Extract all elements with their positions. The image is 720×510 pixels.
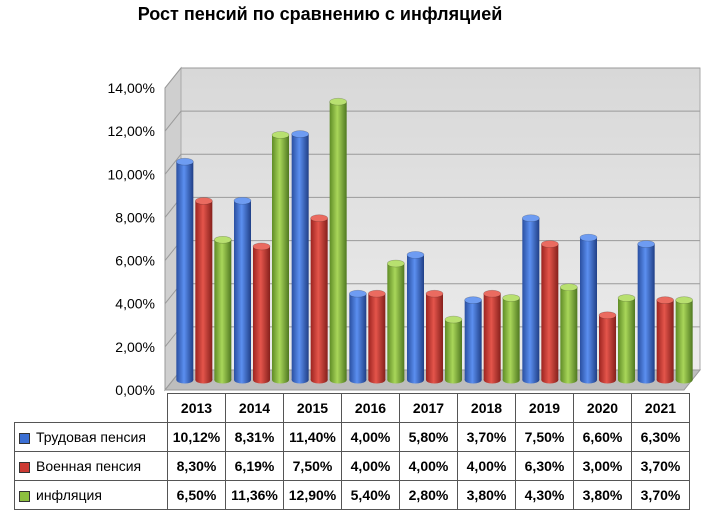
data-label: 4,00% — [341, 422, 400, 452]
data-label: 6,60% — [573, 422, 632, 452]
bar — [541, 240, 559, 384]
table-corner — [14, 393, 168, 423]
y-tick-label: 14,00% — [108, 80, 155, 96]
x-tick-label: 2019 — [515, 393, 574, 423]
y-tick-label: 2,00% — [115, 339, 155, 355]
gridline — [164, 153, 700, 175]
gridline — [164, 67, 700, 89]
series-name: Военная пенсия — [36, 458, 142, 474]
gridline — [164, 110, 700, 132]
data-label: 11,40% — [283, 422, 342, 452]
data-label: 6,19% — [225, 451, 284, 481]
table-row: инфляция 6,50% 11,36% 12,90% 5,40% 2,80% 3,80%… — [14, 480, 690, 510]
series-name: Трудовая пенсия — [36, 429, 146, 445]
data-label: 6,30% — [631, 422, 690, 452]
data-label: 7,50% — [283, 451, 342, 481]
bar — [522, 214, 540, 384]
bar — [598, 311, 617, 384]
data-label: 8,31% — [225, 422, 284, 452]
data-label: 4,00% — [457, 451, 516, 481]
bars — [176, 97, 693, 384]
bar — [368, 289, 386, 384]
bar — [214, 235, 232, 384]
data-label: 6,50% — [167, 480, 226, 510]
x-tick-label: 2018 — [457, 393, 516, 423]
bar — [617, 294, 636, 384]
data-label: 3,70% — [457, 422, 516, 452]
bar — [675, 296, 693, 384]
x-tick-label: 2016 — [341, 393, 400, 423]
bar — [387, 259, 405, 384]
data-label: 3,70% — [631, 451, 690, 481]
data-label: 7,50% — [515, 422, 574, 452]
bar — [233, 196, 252, 384]
chart-title: Рост пенсий по сравнению с инфляцией — [137, 4, 503, 24]
bar — [291, 130, 309, 384]
x-tick-label: 2017 — [399, 393, 458, 423]
x-tick-label: 2021 — [631, 393, 690, 423]
legend-swatch — [19, 490, 30, 502]
bar — [483, 289, 501, 384]
y-tick-label: 10,00% — [108, 166, 155, 182]
y-tick-label: 6,00% — [115, 253, 155, 269]
bar — [464, 296, 482, 384]
legend-swatch — [19, 461, 30, 473]
legend-swatch — [19, 432, 30, 444]
data-label: 6,30% — [515, 451, 574, 481]
data-label: 4,00% — [341, 451, 400, 481]
data-table: 2013 2014 2015 2016 2017 2018 2019 2020 2021 Тру… — [14, 393, 690, 510]
bar — [349, 289, 367, 384]
bar — [310, 214, 328, 384]
bar — [656, 296, 674, 384]
data-label: 5,80% — [399, 422, 458, 452]
table-row: Военная пенсия 8,30% 6,19% 7,50% 4,00% 4,00% 4… — [14, 451, 690, 481]
x-tick-label: 2014 — [225, 393, 284, 423]
data-label: 8,30% — [167, 451, 226, 481]
y-tick-label: 4,00% — [115, 296, 155, 312]
data-label: 10,12% — [167, 422, 226, 452]
data-label: 3,80% — [457, 480, 516, 510]
x-tick-label: 2020 — [573, 393, 632, 423]
bar — [637, 240, 655, 384]
legend-entry: инфляция — [14, 480, 168, 510]
data-label: 5,40% — [341, 480, 400, 510]
table-row: Трудовая пенсия 10,12% 8,31% 11,40% 4,00% 5,8… — [14, 422, 690, 452]
data-label: 3,80% — [573, 480, 632, 510]
legend-entry: Военная пенсия — [14, 451, 168, 481]
bar — [444, 315, 463, 384]
x-tick-label: 2015 — [283, 393, 342, 423]
bar — [579, 233, 598, 384]
y-tick-label: 8,00% — [115, 209, 155, 225]
y-tick-label: 12,00% — [108, 123, 155, 139]
bar-chart: 0,00%2,00%4,00%6,00%8,00%10,00%12,00%14,… — [108, 66, 702, 398]
x-tick-label: 2013 — [167, 393, 226, 423]
bar — [271, 131, 290, 384]
legend-entry: Трудовая пенсия — [14, 422, 168, 452]
y-axis-ticks: 0,00%2,00%4,00%6,00%8,00%10,00%12,00%14,… — [108, 80, 155, 398]
data-label: 12,90% — [283, 480, 342, 510]
data-label: 4,00% — [399, 451, 458, 481]
bar — [406, 251, 425, 384]
bar — [425, 289, 444, 384]
bar — [329, 97, 347, 384]
bar — [560, 283, 578, 384]
data-label: 3,70% — [631, 480, 690, 510]
data-label: 3,00% — [573, 451, 632, 481]
bar — [252, 242, 271, 384]
bar — [176, 157, 194, 384]
series-name: инфляция — [36, 487, 102, 503]
data-label: 11,36% — [225, 480, 284, 510]
bar — [502, 294, 520, 384]
bar — [195, 197, 213, 384]
data-label: 4,30% — [515, 480, 574, 510]
data-label: 2,80% — [399, 480, 458, 510]
